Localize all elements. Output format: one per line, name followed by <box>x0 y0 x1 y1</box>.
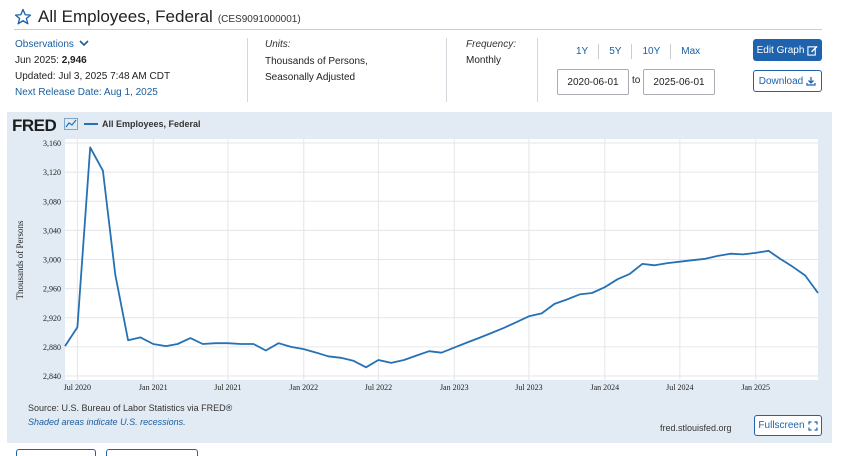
range-5y[interactable]: 5Y <box>598 44 631 59</box>
download-button[interactable]: Download <box>753 70 822 92</box>
updated-text: Updated: Jul 3, 2025 7:48 AM CDT <box>15 71 171 82</box>
range-1y[interactable]: 1Y <box>576 46 589 57</box>
fred-logo: FRED <box>12 116 57 135</box>
range-max[interactable]: Max <box>670 44 710 59</box>
x-tick-label: Jan 2022 <box>289 383 318 392</box>
edit-graph-label: Edit Graph <box>756 44 805 56</box>
y-tick-label: 3,000 <box>43 256 61 265</box>
edit-icon <box>807 45 819 56</box>
chart-logo-icon <box>64 118 78 130</box>
chart-legend: All Employees, Federal <box>84 119 201 129</box>
edit-graph-button[interactable]: Edit Graph <box>753 39 822 61</box>
source-text: Source: U.S. Bureau of Labor Statistics … <box>28 403 233 413</box>
end-date-input[interactable]: 2025-06-01 <box>643 69 715 95</box>
units-label: Units: <box>265 39 291 50</box>
latest-value: 2,946 <box>61 55 87 66</box>
y-tick-label: 2,880 <box>43 343 61 352</box>
series-line-federal-employees <box>64 146 819 369</box>
units-line2: Seasonally Adjusted <box>265 72 356 83</box>
y-tick-label: 3,160 <box>43 139 61 148</box>
frequency-label: Frequency: <box>466 39 517 50</box>
divider <box>446 38 447 102</box>
fullscreen-button[interactable]: Fullscreen <box>754 415 822 436</box>
title-divider <box>14 29 822 30</box>
y-tick-label: 3,120 <box>43 168 61 177</box>
download-icon <box>806 77 816 86</box>
x-tick-label: Jul 2020 <box>64 383 91 392</box>
y-tick-label: 2,960 <box>43 285 61 294</box>
legend-swatch <box>84 123 98 125</box>
next-release-link[interactable]: Next Release Date: Aug 1, 2025 <box>15 87 158 98</box>
y-tick-label: 2,840 <box>43 372 61 381</box>
units-block: Units: Thousands of Persons, Seasonally … <box>265 37 368 86</box>
gridlines <box>65 139 818 380</box>
y-axis-ticks: 2,840 2,880 2,920 2,960 3,000 3,040 3,080 3,120… <box>43 139 61 381</box>
to-label: to <box>632 75 641 86</box>
chevron-down-icon <box>79 40 89 47</box>
y-tick-label: 2,920 <box>43 314 61 323</box>
tab-button-partial[interactable] <box>16 449 96 456</box>
star-icon[interactable] <box>14 8 32 26</box>
observations-block: Observations Jun 2025: 2,946 Updated: Ju… <box>15 37 170 101</box>
x-tick-label: Jul 2023 <box>515 383 542 392</box>
x-tick-label: Jul 2022 <box>365 383 392 392</box>
frequency-block: Frequency: Monthly <box>466 37 516 69</box>
y-tick-label: 3,080 <box>43 197 61 206</box>
page-title: All Employees, Federal <box>38 7 213 26</box>
tab-button-partial[interactable] <box>106 449 198 456</box>
range-10y[interactable]: 10Y <box>631 44 670 59</box>
x-tick-label: Jan 2025 <box>741 383 770 392</box>
series-id: (CES9091000001) <box>217 13 301 25</box>
latest-observation: Jun 2025: 2,946 <box>15 53 170 69</box>
x-tick-label: Jan 2021 <box>139 383 168 392</box>
fullscreen-icon <box>807 420 818 431</box>
x-tick-label: Jan 2024 <box>590 383 619 392</box>
range-selector: 1Y 5Y 10Y Max <box>566 44 710 59</box>
divider <box>247 38 248 102</box>
download-label: Download <box>758 75 804 87</box>
observations-toggle[interactable]: Observations <box>15 37 170 53</box>
y-axis-label: Thousands of Persons <box>15 220 25 299</box>
start-date-input[interactable]: 2020-06-01 <box>557 69 629 95</box>
legend-label: All Employees, Federal <box>102 119 201 129</box>
fullscreen-label: Fullscreen <box>758 420 805 431</box>
y-tick-label: 3,040 <box>43 226 61 235</box>
x-tick-label: Jul 2024 <box>666 383 693 392</box>
x-tick-label: Jan 2023 <box>440 383 469 392</box>
x-axis-ticks: Jul 2020 Jan 2021 Jul 2021 Jan 2022 Jul 2022… <box>64 383 770 392</box>
divider <box>537 38 538 102</box>
observations-label: Observations <box>15 39 74 50</box>
latest-date: Jun 2025: <box>15 55 59 66</box>
x-tick-label: Jul 2021 <box>214 383 241 392</box>
title-row: All Employees, Federal (CES9091000001) <box>14 6 824 28</box>
units-line1: Thousands of Persons, <box>265 56 368 67</box>
site-link[interactable]: fred.stlouisfed.org <box>660 423 732 433</box>
frequency-value: Monthly <box>466 55 502 66</box>
recession-note: Shaded areas indicate U.S. recessions. <box>28 417 186 427</box>
